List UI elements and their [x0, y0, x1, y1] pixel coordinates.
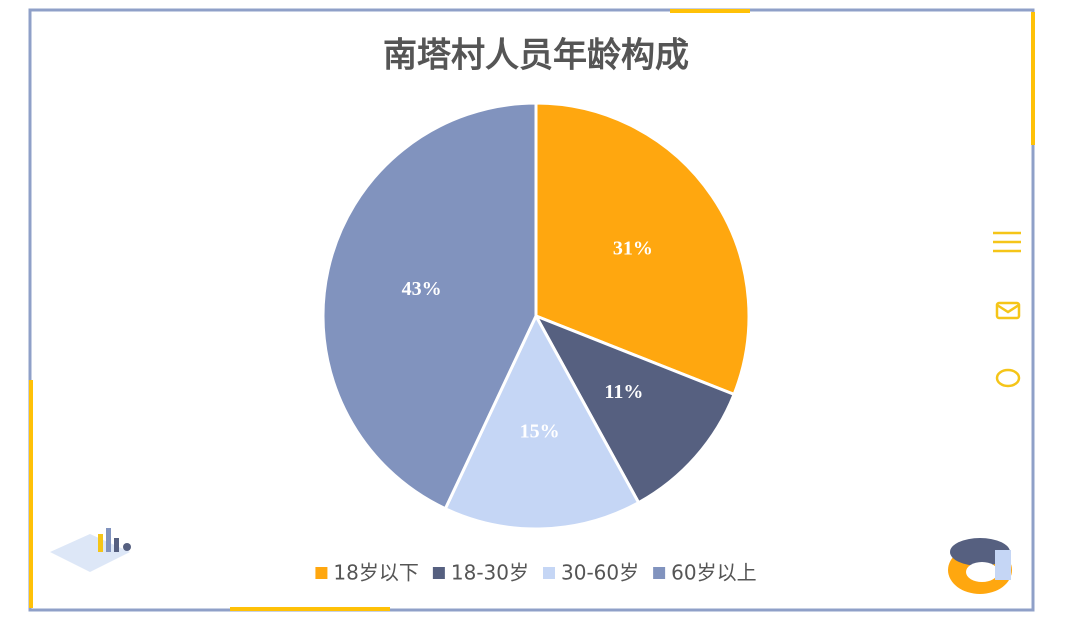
comment-icon[interactable] [995, 368, 1021, 388]
data-label: 31% [613, 238, 653, 260]
data-label: 11% [604, 381, 643, 403]
frame [28, 8, 1035, 612]
menu-icon[interactable] [993, 231, 1021, 253]
mail-flap [996, 303, 1020, 314]
data-label: 43% [402, 278, 442, 300]
pie-slice [534, 101, 751, 397]
pie: 31% 11% 15% 43% [321, 101, 751, 531]
legend: 18岁以下 18-30岁 30-60岁 60岁以上 [315, 561, 757, 585]
data-label: 15% [520, 421, 560, 443]
legend-marker [432, 567, 445, 579]
legend-marker [653, 567, 666, 579]
decor-right [948, 538, 1012, 594]
legend-label: 60岁以上 [671, 561, 756, 585]
legend-label: 18岁以下 [333, 561, 418, 585]
decor-left [50, 528, 131, 572]
chart-title: 南塔村人员年龄构成 [383, 36, 689, 76]
pie-slice [321, 101, 538, 511]
pie-slice [532, 313, 736, 505]
mail-icon[interactable] [995, 301, 1021, 320]
legend-marker [543, 567, 555, 579]
legend-marker [315, 567, 328, 579]
legend-label: 30-60岁 [561, 561, 639, 585]
legend-label: 18-30岁 [451, 561, 529, 585]
pie-slice [443, 312, 641, 531]
toolbar[interactable] [993, 231, 1021, 388]
